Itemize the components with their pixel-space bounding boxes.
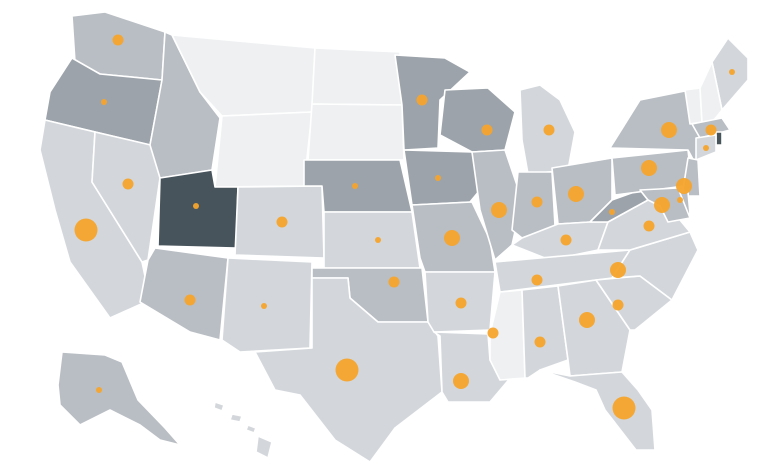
- bubble-ne: [352, 183, 358, 189]
- bubble-al: [534, 336, 546, 348]
- bubble-va: [643, 220, 655, 232]
- state-ia: [403, 149, 481, 206]
- state-ks: [323, 211, 421, 269]
- bubble-il: [491, 202, 507, 218]
- bubble-ny: [661, 122, 677, 138]
- state-hi: [213, 401, 273, 459]
- bubble-de: [677, 197, 683, 203]
- bubble-mi: [543, 124, 555, 136]
- bubble-ar: [455, 297, 467, 309]
- bubble-wv: [609, 209, 615, 215]
- bubble-fl: [612, 396, 636, 420]
- bubble-ca: [74, 218, 98, 242]
- state-ak: [57, 351, 181, 446]
- bubble-wi: [481, 124, 493, 136]
- bubble-ia: [435, 175, 441, 181]
- state-sd: [307, 103, 405, 161]
- bubble-ky: [560, 234, 572, 246]
- state-la: [433, 331, 513, 403]
- bubble-az: [184, 294, 196, 306]
- bubble-ms: [487, 327, 499, 339]
- bubble-in: [531, 196, 543, 208]
- bubbles-layer: [74, 34, 735, 420]
- state-az: [139, 247, 229, 341]
- bubble-mn: [416, 94, 428, 106]
- bubble-ga: [579, 312, 595, 328]
- state-fl: [539, 369, 656, 451]
- state-wy: [214, 111, 313, 188]
- state-nh: [699, 61, 723, 126]
- bubble-or: [101, 99, 107, 105]
- bubble-pa: [641, 160, 657, 176]
- bubble-tn: [531, 274, 543, 286]
- bubble-md: [654, 197, 670, 213]
- bubble-ma: [705, 124, 717, 136]
- bubble-la: [453, 373, 469, 389]
- bubble-nv: [122, 178, 134, 190]
- bubble-mo: [444, 230, 460, 246]
- bubble-oh: [568, 186, 584, 202]
- bubble-me: [729, 69, 735, 75]
- state-ri: [715, 131, 723, 146]
- bubble-nc: [610, 262, 626, 278]
- bubble-co: [276, 216, 288, 228]
- bubble-nj: [676, 178, 692, 194]
- bubble-ak: [96, 387, 102, 393]
- bubble-tx: [335, 358, 359, 382]
- bubble-ok: [388, 276, 400, 288]
- states-layer: [39, 11, 749, 463]
- state-mn: [394, 54, 471, 151]
- state-nd: [311, 47, 403, 106]
- state-wi: [439, 87, 516, 153]
- bubble-sc: [612, 299, 624, 311]
- bubble-ks: [375, 237, 381, 243]
- bubble-wa: [112, 34, 124, 46]
- state-nm: [221, 257, 313, 353]
- bubble-ut: [193, 203, 199, 209]
- bubble-nm: [261, 303, 267, 309]
- bubble-ct: [703, 145, 709, 151]
